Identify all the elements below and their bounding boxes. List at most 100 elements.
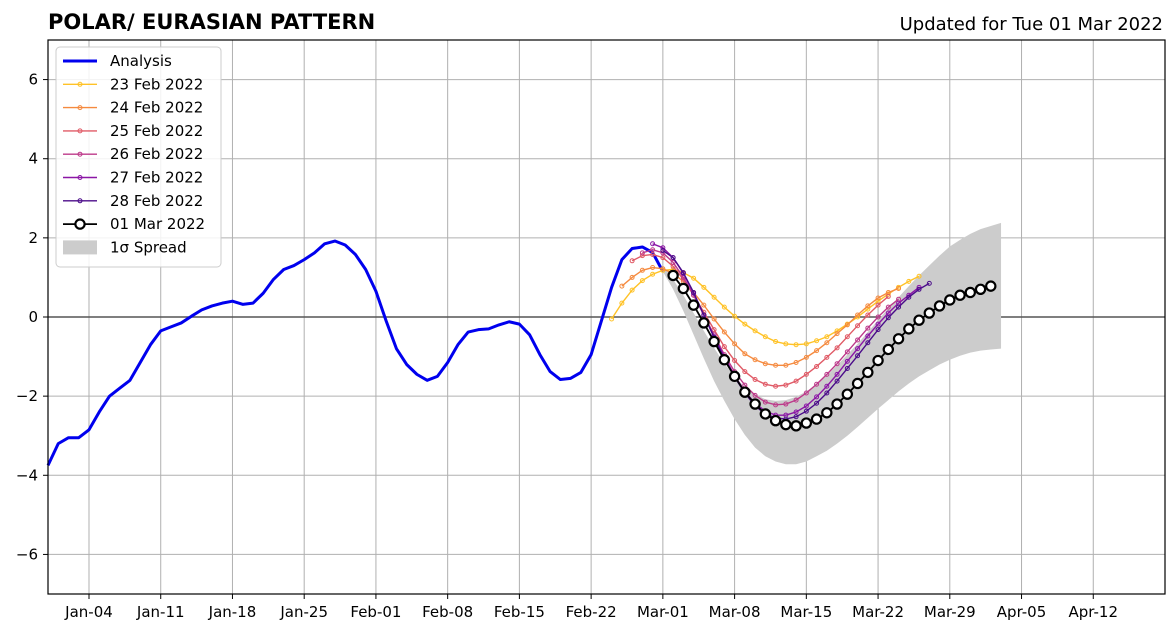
forecast-point (732, 358, 738, 364)
current-forecast-point (769, 414, 782, 427)
forecast-point (875, 314, 881, 320)
legend-label: Analysis (110, 52, 172, 70)
current-forecast-point (708, 335, 720, 348)
forecast-point (639, 278, 645, 284)
forecast-point (855, 323, 861, 329)
forecast-point (865, 340, 871, 346)
current-forecast-point (677, 282, 690, 295)
forecast-point (814, 400, 820, 406)
y-tick-label: 2 (28, 229, 38, 247)
y-tick-label: 4 (28, 150, 38, 168)
x-tick-label: Jan-18 (208, 603, 257, 621)
x-tick-label: Feb-01 (350, 603, 401, 621)
forecast-point (701, 312, 707, 318)
forecast-point (824, 371, 830, 377)
forecast-point (762, 361, 768, 367)
current-forecast-point (831, 398, 843, 410)
forecast-point (629, 287, 635, 293)
x-tick-label: Jan-11 (136, 603, 185, 621)
forecast-point (773, 402, 779, 408)
forecast-point (609, 316, 615, 322)
forecast-point (793, 397, 799, 403)
forecast-point (885, 315, 891, 321)
forecast-point (629, 258, 635, 264)
legend-label: 01 Mar 2022 (110, 215, 205, 233)
forecast-point (875, 321, 881, 327)
forecast-point (824, 383, 830, 389)
forecast-point (916, 273, 922, 279)
forecast-point (752, 377, 758, 383)
forecast-point (762, 381, 768, 387)
forecast-point (742, 369, 748, 375)
forecast-point (814, 363, 820, 369)
forecast-point (660, 255, 666, 261)
current-forecast-point (718, 354, 731, 366)
legend: Analysis 23 Feb 2022 24 Feb 2022 25 Feb 202… (55, 46, 222, 268)
forecast-point (619, 300, 625, 306)
forecast-point (855, 337, 861, 343)
legend-label: 28 Feb 2022 (110, 192, 203, 210)
current-forecast-point (687, 299, 700, 311)
forecast-point (783, 341, 789, 347)
x-tick-label: Feb-08 (422, 603, 473, 621)
current-forecast-point (800, 417, 813, 429)
x-tick-label: Feb-22 (566, 603, 617, 621)
legend-item: 28 Feb 2022 (63, 192, 203, 210)
forecast-point (650, 271, 656, 277)
forecast-point (844, 334, 850, 340)
current-forecast-point (667, 269, 679, 282)
forecast-point (711, 316, 717, 322)
forecast-point (711, 294, 717, 300)
forecast-series-3 (629, 251, 891, 389)
forecast-point (803, 371, 809, 377)
forecast-point (773, 339, 779, 345)
forecast-point (660, 248, 666, 254)
forecast-point (834, 371, 840, 377)
legend-label: 27 Feb 2022 (110, 169, 203, 187)
forecast-point (896, 286, 902, 292)
forecast-point (701, 302, 707, 308)
legend-marker (77, 175, 83, 180)
y-tick-label: 0 (28, 308, 38, 326)
forecast-point (793, 378, 799, 384)
legend-marker (77, 198, 83, 204)
current-forecast-point (749, 398, 761, 410)
forecast-point (926, 280, 932, 286)
current-forecast-point (780, 418, 792, 431)
forecast-point (752, 357, 758, 363)
current-forecast-point (892, 333, 905, 345)
forecast-point (824, 390, 830, 396)
forecast-line (631, 253, 889, 387)
current-forecast-point (739, 386, 751, 398)
forecast-point (885, 304, 891, 310)
legend-item: 23 Feb 2022 (63, 75, 203, 93)
legend-item: Analysis (63, 52, 172, 70)
forecast-point (639, 253, 645, 259)
forecast-line (642, 248, 899, 406)
x-tick-label: Apr-12 (1069, 603, 1119, 621)
forecast-point (783, 382, 789, 388)
forecast-point (803, 408, 809, 414)
forecast-point (844, 358, 850, 364)
x-tick-label: Jan-04 (64, 603, 113, 621)
current-forecast-point (964, 286, 976, 299)
forecast-point (855, 346, 861, 352)
forecast-point (783, 362, 789, 368)
current-forecast-point (882, 343, 895, 356)
chart-update-date: Updated for Tue 01 Mar 2022 (900, 14, 1163, 35)
forecast-point (629, 274, 635, 280)
forecast-point (639, 267, 645, 273)
current-forecast-point (821, 407, 833, 419)
current-forecast-point (862, 366, 874, 379)
legend-label: 24 Feb 2022 (110, 99, 203, 117)
analysis-line (46, 239, 665, 467)
current-forecast-point (759, 408, 772, 420)
legend-label: 26 Feb 2022 (110, 145, 203, 163)
forecast-point (670, 255, 676, 261)
forecast-point (762, 334, 768, 340)
current-forecast-point (841, 388, 854, 400)
legend-marker (77, 105, 83, 111)
forecast-point (885, 310, 891, 316)
current-forecast-point (728, 370, 741, 383)
forecast-point (803, 354, 809, 360)
